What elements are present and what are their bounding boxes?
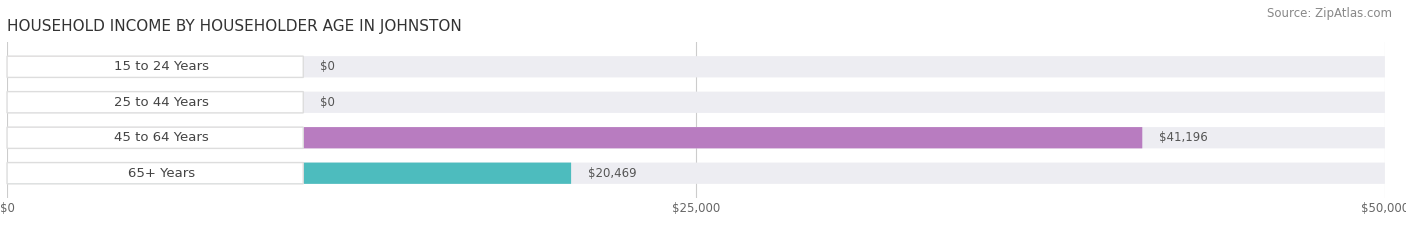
FancyBboxPatch shape [7, 127, 304, 148]
FancyBboxPatch shape [7, 56, 170, 77]
FancyBboxPatch shape [7, 127, 1142, 148]
Text: 15 to 24 Years: 15 to 24 Years [114, 60, 208, 73]
FancyBboxPatch shape [7, 163, 304, 184]
FancyBboxPatch shape [7, 56, 1385, 77]
FancyBboxPatch shape [7, 163, 571, 184]
FancyBboxPatch shape [7, 163, 1385, 184]
Text: $0: $0 [319, 96, 335, 109]
FancyBboxPatch shape [7, 92, 1385, 113]
Text: 45 to 64 Years: 45 to 64 Years [114, 131, 208, 144]
Text: 25 to 44 Years: 25 to 44 Years [114, 96, 208, 109]
Text: Source: ZipAtlas.com: Source: ZipAtlas.com [1267, 7, 1392, 20]
Text: $0: $0 [319, 60, 335, 73]
FancyBboxPatch shape [7, 56, 304, 77]
FancyBboxPatch shape [7, 92, 304, 113]
Text: HOUSEHOLD INCOME BY HOUSEHOLDER AGE IN JOHNSTON: HOUSEHOLD INCOME BY HOUSEHOLDER AGE IN J… [7, 19, 461, 34]
Text: $20,469: $20,469 [588, 167, 637, 180]
Text: $41,196: $41,196 [1159, 131, 1208, 144]
Text: 65+ Years: 65+ Years [128, 167, 194, 180]
FancyBboxPatch shape [7, 127, 1385, 148]
FancyBboxPatch shape [7, 92, 170, 113]
